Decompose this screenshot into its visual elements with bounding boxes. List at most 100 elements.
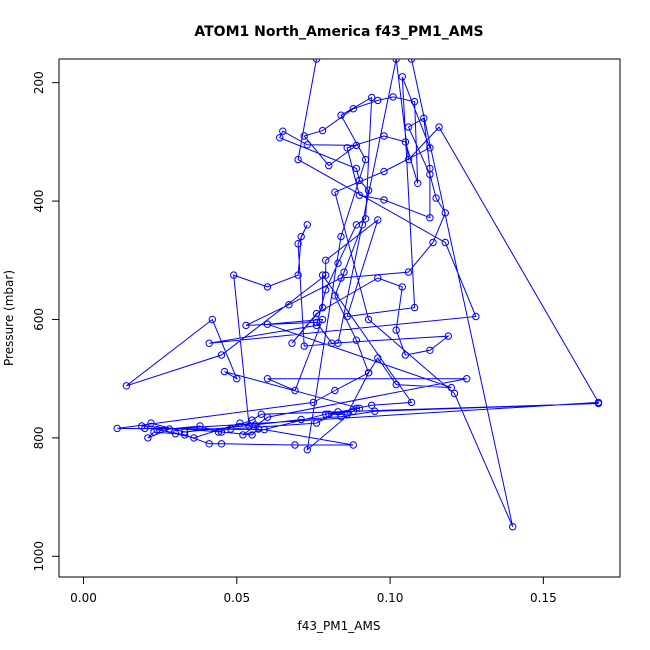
- data-point: [291, 386, 299, 395]
- data-point: [214, 428, 223, 436]
- data-point: [325, 410, 333, 418]
- data-point: [358, 221, 367, 229]
- data-point: [374, 96, 382, 105]
- data-point: [297, 232, 305, 241]
- data-point: [364, 369, 373, 377]
- data-point: [380, 167, 388, 176]
- data-point: [410, 97, 419, 106]
- data-point: [312, 59, 321, 63]
- data-point: [426, 170, 434, 179]
- y-tick-label: 1000: [32, 541, 46, 572]
- chart-title: ATOM1 North_America f43_PM1_AMS: [194, 24, 483, 40]
- data-point: [355, 176, 364, 185]
- data-point: [113, 424, 121, 433]
- x-tick-label: 0.05: [223, 591, 250, 605]
- data-point: [374, 354, 382, 362]
- data-point: [171, 430, 180, 438]
- data-point: [334, 408, 342, 416]
- x-axis-label: f43_PM1_AMS: [298, 619, 381, 633]
- data-point: [236, 419, 244, 427]
- y-tick-label: 200: [32, 71, 46, 94]
- data-point: [205, 339, 213, 347]
- data-point: [404, 155, 413, 164]
- x-tick-label: 0.00: [70, 591, 97, 605]
- data-point: [322, 271, 330, 279]
- data-point: [432, 194, 440, 202]
- data-point: [392, 326, 400, 334]
- data-point: [407, 398, 416, 407]
- data-point: [349, 407, 357, 415]
- data-point: [291, 441, 299, 449]
- data-point: [401, 138, 410, 146]
- data-point: [303, 221, 311, 229]
- data-point: [410, 303, 419, 312]
- data-point: [441, 238, 449, 247]
- data-point: [374, 216, 382, 224]
- data-point: [263, 413, 272, 421]
- data-point: [322, 256, 330, 264]
- data-point: [303, 141, 311, 149]
- data-point: [352, 141, 361, 150]
- data-point: [300, 342, 308, 350]
- data-point: [426, 214, 434, 222]
- series-lines: [117, 59, 600, 527]
- data-point: [337, 232, 345, 241]
- data-point: [364, 315, 373, 324]
- data-point: [165, 425, 174, 433]
- data-point: [196, 422, 204, 430]
- data-point: [230, 271, 238, 279]
- data-point: [285, 301, 293, 309]
- data-point: [337, 274, 345, 282]
- data-point: [141, 424, 149, 433]
- data-point: [208, 315, 217, 324]
- y-axis-label: Pressure (mbar): [2, 270, 16, 366]
- data-point: [331, 188, 339, 196]
- data-point: [334, 259, 342, 267]
- data-point: [352, 164, 361, 173]
- data-point: [318, 315, 327, 324]
- data-point: [450, 389, 459, 398]
- data-point: [248, 431, 256, 439]
- data-point: [426, 144, 434, 152]
- data-point: [444, 332, 452, 340]
- y-tick-label: 800: [32, 426, 46, 449]
- data-point: [361, 215, 370, 223]
- data-point: [463, 375, 471, 383]
- series-points: [113, 59, 603, 531]
- y-tick-label: 400: [32, 190, 46, 213]
- data-point: [435, 123, 443, 131]
- data-point: [227, 425, 235, 433]
- x-axis: 0.00 0.05 0.10 0.15: [70, 576, 557, 605]
- data-point: [426, 164, 434, 173]
- data-point: [328, 339, 336, 347]
- data-point: [263, 283, 272, 291]
- series-line: [117, 59, 600, 527]
- data-point: [318, 126, 327, 135]
- data-point: [300, 132, 308, 140]
- data-point: [150, 428, 158, 436]
- data-point: [472, 312, 480, 321]
- data-point: [407, 59, 416, 63]
- data-point: [322, 410, 330, 418]
- data-point: [361, 155, 370, 164]
- data-point: [368, 401, 376, 409]
- data-point: [371, 407, 379, 415]
- data-point: [288, 339, 296, 347]
- y-axis: 200 400 600 800 1000: [32, 71, 60, 572]
- data-point: [340, 268, 348, 276]
- data-point: [263, 375, 272, 383]
- data-point: [144, 434, 152, 442]
- data-point: [312, 318, 321, 327]
- data-point: [331, 386, 339, 395]
- plot-area: [58, 58, 621, 578]
- data-point: [509, 523, 517, 531]
- data-point: [217, 351, 226, 359]
- data-point: [279, 127, 287, 135]
- plot-frame: [58, 58, 621, 578]
- data-point: [181, 431, 189, 439]
- data-point: [251, 421, 259, 429]
- data-point: [414, 179, 422, 188]
- data-point: [398, 73, 406, 81]
- data-point: [343, 312, 351, 321]
